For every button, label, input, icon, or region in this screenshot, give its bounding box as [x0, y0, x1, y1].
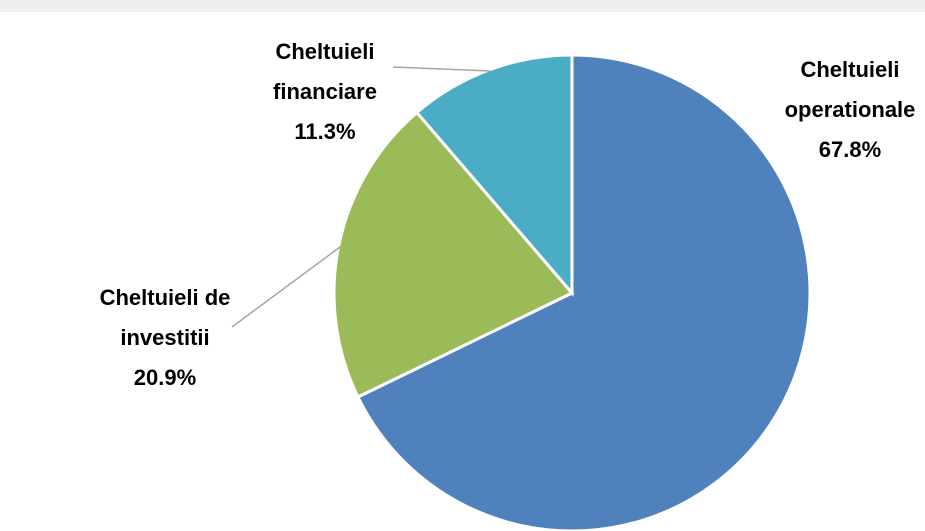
top-bar: [0, 0, 925, 12]
value-label: 67.8%: [818, 137, 882, 162]
pie-slice: [332, 110, 575, 400]
pie-slice: [355, 53, 812, 531]
value-label: 20.9%: [133, 365, 197, 390]
category-label: Cheltuieli financiare: [273, 39, 377, 104]
pie-slice: [414, 53, 574, 298]
category-label: Cheltuieli operationale: [784, 57, 916, 122]
leader-line: [231, 246, 341, 328]
data-label: Cheltuieli de investitii 20.9%: [70, 278, 260, 398]
data-label: Cheltuieli operationale 67.8%: [770, 50, 925, 170]
data-label: Cheltuieli financiare 11.3%: [255, 32, 395, 152]
category-label: Cheltuieli de investitii: [99, 285, 231, 350]
value-label: 11.3%: [294, 119, 356, 144]
leader-line: [392, 66, 491, 72]
